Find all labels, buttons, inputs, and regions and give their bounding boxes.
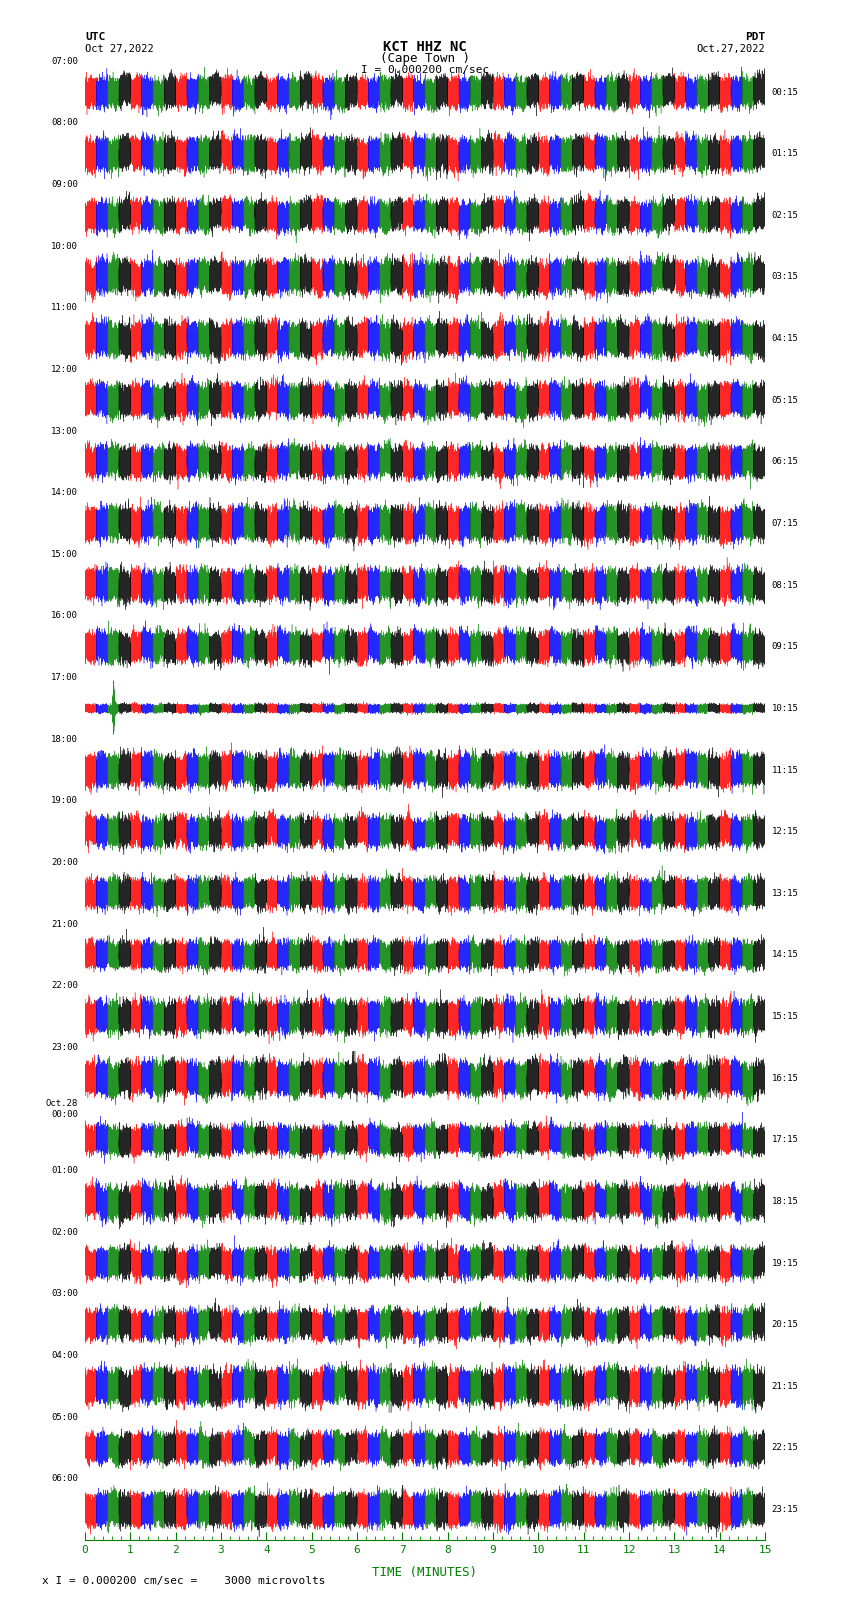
Text: 23:15: 23:15 — [772, 1505, 799, 1515]
Text: 04:15: 04:15 — [772, 334, 799, 344]
Text: 19:00: 19:00 — [51, 797, 78, 805]
Text: x I = 0.000200 cm/sec =    3000 microvolts: x I = 0.000200 cm/sec = 3000 microvolts — [42, 1576, 326, 1586]
Text: Oct 27,2022: Oct 27,2022 — [85, 44, 154, 53]
Text: 00:15: 00:15 — [772, 87, 799, 97]
Text: (Cape Town ): (Cape Town ) — [380, 52, 470, 65]
Text: 05:15: 05:15 — [772, 395, 799, 405]
Text: 15:00: 15:00 — [51, 550, 78, 558]
Text: 13:00: 13:00 — [51, 426, 78, 436]
Text: 08:15: 08:15 — [772, 581, 799, 590]
Text: 11:15: 11:15 — [772, 766, 799, 774]
Text: 01:15: 01:15 — [772, 150, 799, 158]
Text: 12:00: 12:00 — [51, 365, 78, 374]
Text: Oct.27,2022: Oct.27,2022 — [696, 44, 765, 53]
Text: 16:15: 16:15 — [772, 1074, 799, 1082]
Text: 10:15: 10:15 — [772, 703, 799, 713]
Text: 09:00: 09:00 — [51, 181, 78, 189]
Text: KCT HHZ NC: KCT HHZ NC — [383, 40, 467, 55]
Text: 04:00: 04:00 — [51, 1352, 78, 1360]
Text: PDT: PDT — [745, 32, 765, 42]
Text: 02:15: 02:15 — [772, 211, 799, 219]
Text: 14:00: 14:00 — [51, 489, 78, 497]
Text: 16:00: 16:00 — [51, 611, 78, 621]
Text: 03:15: 03:15 — [772, 273, 799, 282]
Text: 03:00: 03:00 — [51, 1289, 78, 1298]
Text: 10:00: 10:00 — [51, 242, 78, 250]
Text: Oct.28
00:00: Oct.28 00:00 — [46, 1100, 78, 1119]
Text: 14:15: 14:15 — [772, 950, 799, 960]
Text: 08:00: 08:00 — [51, 118, 78, 127]
X-axis label: TIME (MINUTES): TIME (MINUTES) — [372, 1566, 478, 1579]
Text: 20:15: 20:15 — [772, 1319, 799, 1329]
Text: 22:00: 22:00 — [51, 981, 78, 990]
Text: UTC: UTC — [85, 32, 105, 42]
Text: 20:00: 20:00 — [51, 858, 78, 866]
Text: 07:15: 07:15 — [772, 519, 799, 527]
Text: 21:15: 21:15 — [772, 1382, 799, 1390]
Text: 17:00: 17:00 — [51, 673, 78, 682]
Text: 17:15: 17:15 — [772, 1136, 799, 1144]
Text: 01:00: 01:00 — [51, 1166, 78, 1176]
Text: 18:00: 18:00 — [51, 736, 78, 744]
Text: 02:00: 02:00 — [51, 1227, 78, 1237]
Text: 18:15: 18:15 — [772, 1197, 799, 1207]
Text: 11:00: 11:00 — [51, 303, 78, 313]
Text: 06:00: 06:00 — [51, 1474, 78, 1484]
Text: 19:15: 19:15 — [772, 1258, 799, 1268]
Text: 05:00: 05:00 — [51, 1413, 78, 1421]
Text: 09:15: 09:15 — [772, 642, 799, 652]
Text: 23:00: 23:00 — [51, 1044, 78, 1052]
Text: I = 0.000200 cm/sec: I = 0.000200 cm/sec — [361, 65, 489, 74]
Text: 06:15: 06:15 — [772, 458, 799, 466]
Text: 22:15: 22:15 — [772, 1444, 799, 1452]
Text: 13:15: 13:15 — [772, 889, 799, 898]
Text: 21:00: 21:00 — [51, 919, 78, 929]
Text: 15:15: 15:15 — [772, 1011, 799, 1021]
Text: 12:15: 12:15 — [772, 827, 799, 836]
Text: 07:00: 07:00 — [51, 56, 78, 66]
